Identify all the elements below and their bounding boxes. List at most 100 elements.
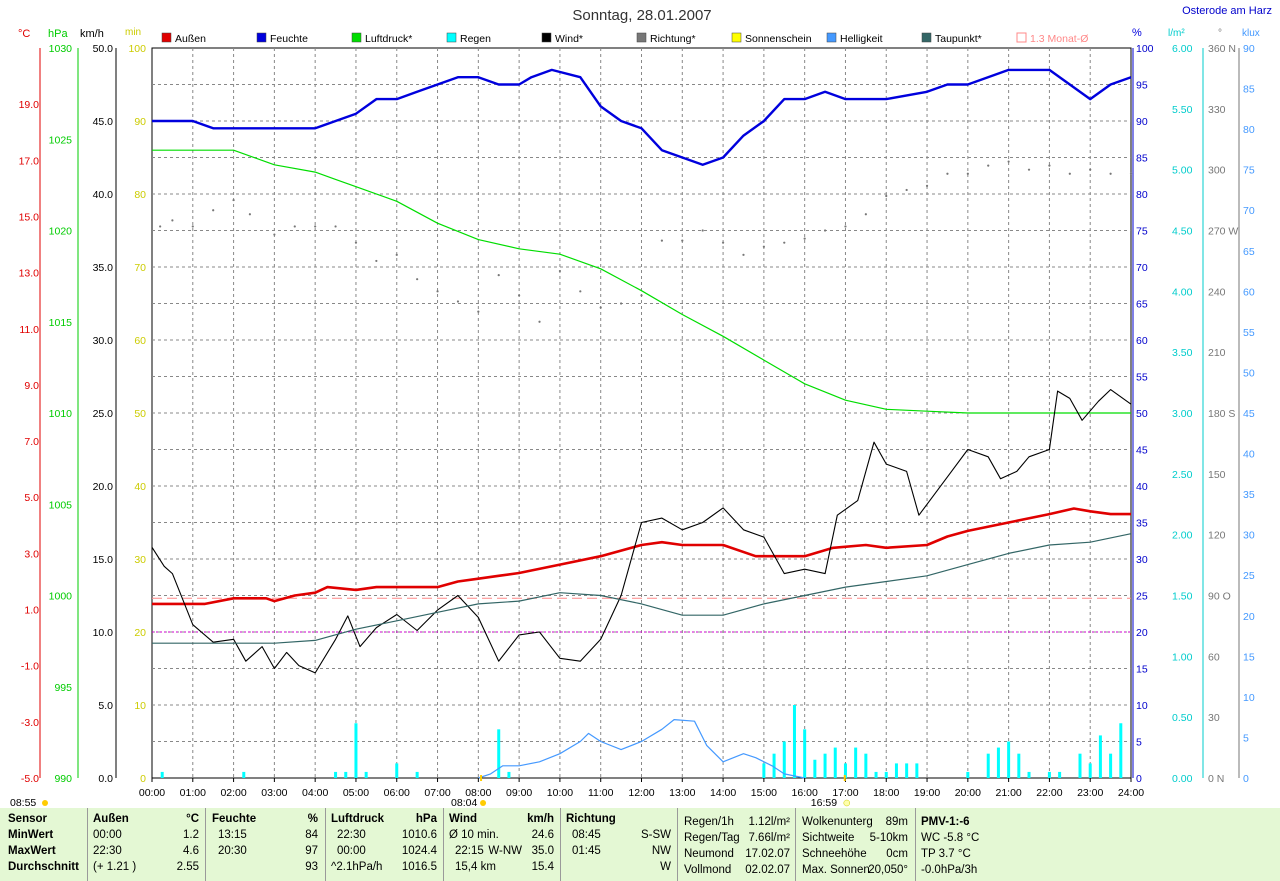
tick-rain: 0.50 <box>1172 712 1193 724</box>
tick-humidity: 20 <box>1136 627 1148 639</box>
rain-bar <box>782 741 786 778</box>
direction-point <box>783 241 786 244</box>
vollmond-value: 02.02.07 <box>745 864 790 876</box>
tick-brightness: 80 <box>1243 124 1255 136</box>
tick-direction: 270 W <box>1208 226 1238 238</box>
richtung-avg-value: W <box>660 861 671 873</box>
rain-bar <box>813 759 817 778</box>
luftdruck-min-time: 22:30 <box>337 829 366 841</box>
aussen-column: Außen °C 00:00 1.2 22:30 4.6 (+ 1.21 ) 2.55 <box>93 811 201 875</box>
rain-bar <box>803 729 807 778</box>
regen-1h-label: Regen/1h <box>684 816 734 828</box>
direction-point <box>762 245 765 248</box>
x-tick-label: 08:00 <box>465 787 491 799</box>
x-tick-label: 13:00 <box>669 787 695 799</box>
direction-point <box>375 259 378 263</box>
rain-bar <box>792 705 796 778</box>
wind-avg10-value: 24.6 <box>531 829 554 841</box>
rain-bar <box>334 771 338 778</box>
tick-humidity: 45 <box>1136 445 1148 457</box>
richtung-max-value: NW <box>651 845 671 857</box>
tick-sun: 60 <box>134 335 146 347</box>
wind-max-time: 22:15 <box>455 845 484 857</box>
tick-humidity: 90 <box>1136 116 1148 128</box>
direction-point <box>844 225 847 228</box>
direction-point <box>232 198 235 202</box>
tick-wind: 10.0 <box>93 627 114 639</box>
x-tick-label: 02:00 <box>220 787 246 799</box>
direction-point <box>905 188 908 192</box>
direction-point <box>987 164 990 167</box>
richtung-header: Richtung <box>566 813 616 825</box>
tick-rain: 5.50 <box>1172 104 1193 116</box>
legend-label: Helligkeit <box>840 33 883 45</box>
sun-icon <box>42 800 48 806</box>
tick-humidity: 30 <box>1136 554 1148 566</box>
tick-direction: 0 N <box>1208 773 1224 785</box>
sichtweite-value: 5-10km <box>869 832 908 844</box>
legend-swatch <box>351 32 362 43</box>
tick-rain: 4.50 <box>1172 226 1193 238</box>
rain-bar <box>996 747 1000 778</box>
rain-bar <box>364 771 368 778</box>
legend-label: Außen <box>175 33 206 45</box>
tick-pressure: 1025 <box>49 134 73 146</box>
rain-bar <box>1058 771 1062 778</box>
tick-sun: 90 <box>134 116 146 128</box>
tick-direction: 60 <box>1208 651 1220 663</box>
tick-pressure: 990 <box>54 773 72 785</box>
wind-max-dir: W-NW <box>488 845 522 857</box>
neumond-label: Neumond <box>684 848 734 860</box>
chart-legend: Außen Feuchte Luftdruck* Regen Wind* Richtung… <box>161 32 1088 45</box>
tick-direction: 30 <box>1208 712 1220 724</box>
tick-temp: 19.0 <box>19 99 40 111</box>
tick-pressure: 1010 <box>49 408 73 420</box>
rain-bar <box>507 771 511 778</box>
aussen-unit: °C <box>186 813 199 825</box>
direction-point <box>966 172 969 175</box>
x-tick-label: 11:00 <box>588 787 614 799</box>
tick-wind: 25.0 <box>93 408 114 420</box>
pmv-header: PMV-1:-6 <box>921 816 970 828</box>
tick-brightness: 50 <box>1243 367 1255 379</box>
tick-wind: 5.0 <box>98 700 113 712</box>
tick-humidity: 60 <box>1136 335 1148 347</box>
legend-label: Taupunkt* <box>935 33 982 45</box>
direction-point <box>518 294 521 297</box>
tick-brightness: 20 <box>1243 611 1255 623</box>
tick-brightness: 90 <box>1243 43 1255 55</box>
rain-bar <box>823 753 827 778</box>
tick-humidity: 80 <box>1136 189 1148 201</box>
series-line-luftdruck <box>152 149 1131 414</box>
legend-swatch <box>541 32 552 43</box>
tick-pressure: 1005 <box>49 499 73 511</box>
tick-direction: 210 <box>1208 347 1226 359</box>
wind-unit: km/h <box>527 813 554 825</box>
luftdruck-max-time: 00:00 <box>337 845 366 857</box>
tick-sun: 80 <box>134 189 146 201</box>
tick-rain: 5.00 <box>1172 165 1193 177</box>
tick-direction: 330 <box>1208 104 1226 116</box>
legend-label: Richtung* <box>650 33 696 45</box>
pmv-dewpoint: TP 3.7 °C <box>921 848 971 860</box>
tick-brightness: 35 <box>1243 489 1255 501</box>
rain-bar <box>843 763 847 778</box>
tick-humidity: 100 <box>1136 43 1154 55</box>
tick-humidity: 15 <box>1136 664 1148 676</box>
tick-brightness: 60 <box>1243 286 1255 298</box>
richtung-max-time: 01:45 <box>572 845 601 857</box>
tick-wind: 50.0 <box>93 43 114 55</box>
tick-humidity: 70 <box>1136 262 1148 274</box>
tick-pressure: 1030 <box>49 43 73 55</box>
tick-brightness: 40 <box>1243 449 1255 461</box>
weather-chart: 00:00 01:00 02:00 03:00 04:00 05:00 06:00 07:00… <box>10 5 1272 808</box>
wind-avg-value: 15.4 <box>531 861 554 873</box>
x-tick-label: 21:00 <box>995 787 1021 799</box>
direction-point <box>660 239 663 242</box>
legend-label: Luftdruck* <box>365 33 412 45</box>
rain-bar <box>884 771 888 778</box>
tick-temp: 3.0 <box>24 548 39 560</box>
unit-temp: °C <box>18 28 30 40</box>
tick-brightness: 5 <box>1243 732 1249 744</box>
neumond-value: 17.02.07 <box>745 848 790 860</box>
